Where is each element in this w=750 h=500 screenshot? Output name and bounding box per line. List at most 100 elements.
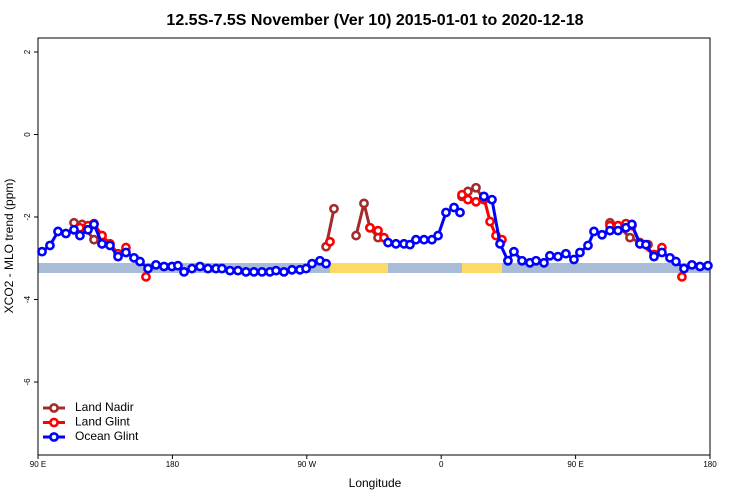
data-point xyxy=(37,246,47,257)
legend-marker xyxy=(49,417,59,428)
data-point xyxy=(301,263,311,274)
data-point xyxy=(173,260,183,271)
data-point xyxy=(329,203,339,214)
data-point xyxy=(373,225,383,236)
data-point xyxy=(391,238,401,249)
legend-marker xyxy=(49,432,59,442)
data-point xyxy=(626,219,637,230)
data-point xyxy=(325,236,335,247)
data-point xyxy=(249,266,259,277)
data-point xyxy=(97,238,107,249)
data-point xyxy=(321,258,331,269)
data-point xyxy=(411,234,421,245)
chart-title: 12.5S-7.5S November (Ver 10) 2015-01-01 … xyxy=(166,12,583,29)
y-tick-label: -6 xyxy=(23,378,32,386)
data-point xyxy=(69,224,79,235)
data-point xyxy=(575,247,585,258)
data-point xyxy=(287,264,297,275)
y-axis-label: XCO2 - MLO trend (ppm) xyxy=(2,179,16,314)
data-point xyxy=(695,261,705,272)
x-tick-label: 90 W xyxy=(297,460,316,469)
data-point xyxy=(271,265,281,276)
x-tick-label: 90 E xyxy=(30,460,46,469)
data-point xyxy=(553,251,563,262)
data-point xyxy=(495,238,505,249)
data-point xyxy=(383,237,393,248)
x-tick-label: 90 E xyxy=(567,460,583,469)
data-point xyxy=(625,232,635,243)
data-point xyxy=(539,257,549,268)
data-point xyxy=(463,194,473,205)
data-point xyxy=(433,230,443,241)
data-point xyxy=(75,230,85,241)
legend-label: Ocean Glint xyxy=(75,429,139,443)
plot-frame xyxy=(37,37,711,456)
data-point xyxy=(105,240,115,251)
data-point xyxy=(141,271,151,282)
data-point xyxy=(351,230,361,241)
data-point xyxy=(257,266,267,277)
data-point xyxy=(517,255,527,266)
data-point xyxy=(531,255,541,266)
data-point xyxy=(455,207,465,218)
data-point xyxy=(159,261,169,272)
data-point xyxy=(545,250,555,261)
data-point xyxy=(135,256,145,267)
land-strip xyxy=(462,263,502,273)
data-point xyxy=(613,225,623,236)
data-point xyxy=(605,225,615,236)
data-point xyxy=(89,219,99,230)
data-point xyxy=(359,198,369,209)
data-point xyxy=(449,202,459,213)
x-tick-label: 180 xyxy=(703,460,717,469)
data-point xyxy=(679,263,689,274)
data-point xyxy=(179,266,189,277)
data-point xyxy=(441,207,451,218)
legend-marker xyxy=(49,403,59,413)
data-point xyxy=(121,247,131,258)
data-point xyxy=(113,251,123,262)
data-point xyxy=(45,240,55,251)
data-point xyxy=(487,194,497,205)
data-point xyxy=(187,263,197,274)
y-tick-label: 0 xyxy=(23,132,32,137)
data-point xyxy=(641,239,651,250)
x-axis-label: Longitude xyxy=(349,476,402,490)
data-point xyxy=(649,251,659,262)
data-point xyxy=(687,259,697,270)
data-point xyxy=(509,246,519,257)
data-point xyxy=(485,216,495,227)
data-point xyxy=(503,255,513,266)
data-point xyxy=(589,226,599,237)
data-point xyxy=(560,248,571,259)
data-point xyxy=(457,189,467,200)
data-point xyxy=(657,247,667,258)
data-point xyxy=(143,263,153,274)
data-point xyxy=(61,228,71,239)
legend-label: Land Nadir xyxy=(75,400,134,414)
data-point xyxy=(195,261,205,272)
data-point xyxy=(307,258,317,269)
x-tick-label: 0 xyxy=(439,460,444,469)
data-point xyxy=(583,240,593,251)
data-point xyxy=(471,196,481,207)
data-point xyxy=(471,182,481,193)
data-point xyxy=(479,191,489,202)
land-strip xyxy=(330,263,388,273)
legend-label: Land Glint xyxy=(75,415,130,429)
data-point xyxy=(569,254,579,265)
data-point xyxy=(419,234,429,245)
data-point xyxy=(89,234,99,245)
data-point xyxy=(597,229,607,240)
y-tick-label: -2 xyxy=(23,213,32,221)
data-point xyxy=(279,266,289,277)
x-tick-label: 180 xyxy=(166,460,180,469)
y-tick-label: -4 xyxy=(23,295,32,303)
data-point xyxy=(225,265,235,276)
data-point xyxy=(405,239,415,250)
data-point xyxy=(233,265,243,276)
data-point xyxy=(53,226,63,237)
data-point xyxy=(83,224,93,235)
data-point xyxy=(703,260,713,271)
